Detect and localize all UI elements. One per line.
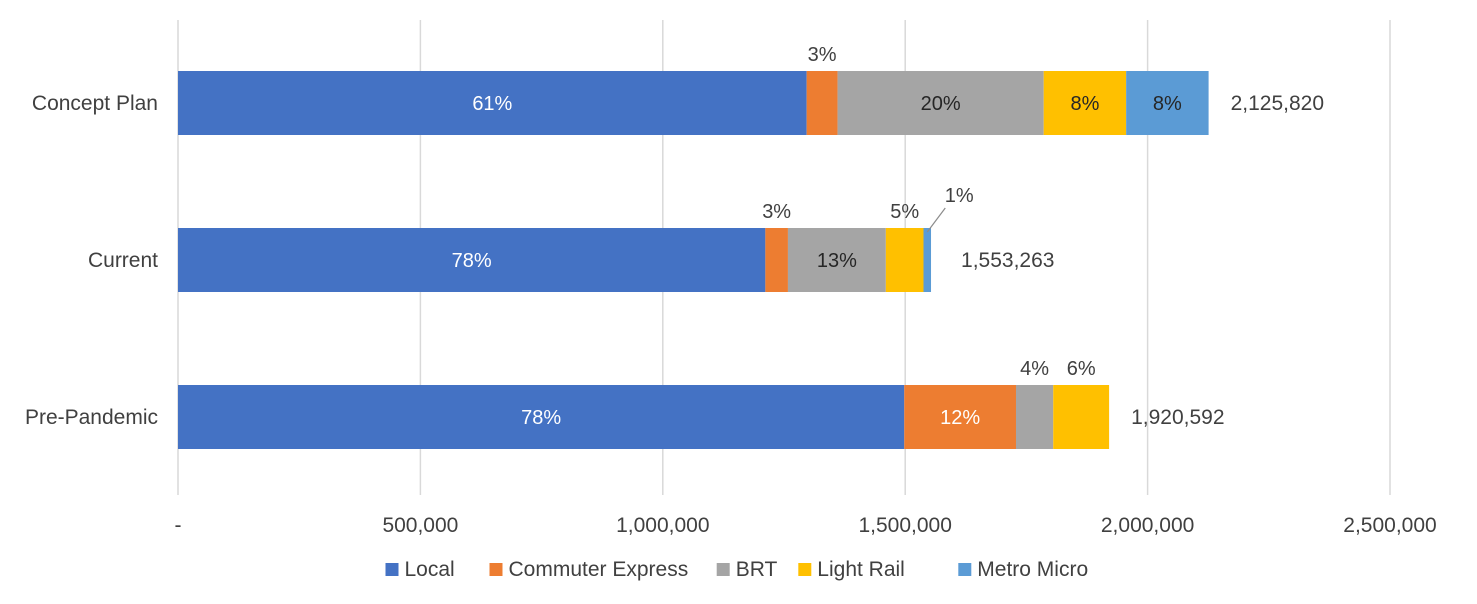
legend-swatch [716, 563, 730, 576]
legend-item-local: Local [385, 558, 455, 581]
legend-swatch [798, 563, 812, 576]
legend-label: Light Rail [817, 558, 905, 581]
category-label-current: Current [88, 249, 158, 272]
x-tick-label: 2,500,000 [1343, 514, 1436, 537]
data-label-local-concept-plan: 61% [472, 93, 512, 115]
bar-light-rail-pre-pandemic [1053, 385, 1110, 449]
bar-brt-concept-plan [837, 71, 1044, 135]
legend-label: Metro Micro [977, 558, 1088, 581]
bar-commuter-express-pre-pandemic [904, 385, 1016, 449]
x-tick-label: 1,500,000 [858, 514, 951, 537]
legend-swatch [385, 563, 399, 576]
data-label-light-rail-concept-plan: 8% [1070, 93, 1099, 115]
legend-swatch [958, 563, 972, 576]
x-tick-label: 1,000,000 [616, 514, 709, 537]
x-tick-label: - [175, 514, 182, 537]
value-axis: - 500,000 1,000,000 1,500,000 2,000,000 2,500… [175, 514, 1437, 537]
data-label-brt-pre-pandemic: 4% [1020, 358, 1049, 380]
category-axis: Concept Plan Current Pre-Pandemic [25, 92, 158, 429]
x-tick-label: 2,000,000 [1101, 514, 1194, 537]
data-label-commuter-express-pre-pandemic: 12% [940, 407, 980, 429]
data-label-metro-micro-concept-plan: 8% [1153, 93, 1182, 115]
bars [178, 71, 1209, 449]
bar-commuter-express-concept-plan [806, 71, 838, 135]
total-label-concept-plan: 2,125,820 [1231, 92, 1324, 115]
legend-item-metro-micro: Metro Micro [958, 558, 1088, 581]
bar-brt-current [787, 228, 886, 292]
bar-local-pre-pandemic [178, 385, 905, 449]
legend-item-commuter-express: Commuter Express [489, 558, 689, 581]
legend-item-brt: BRT [716, 558, 778, 581]
legend: Local Commuter Express BRT Light Rail Metro … [385, 558, 1088, 581]
bar-light-rail-concept-plan [1043, 71, 1127, 135]
legend-label: BRT [736, 558, 778, 581]
data-labels: 61% 3% 20% 8% 8% 2,125,820 78% 3% 13% 5% 1% 1,553,2… [452, 44, 1324, 429]
bar-commuter-express-current [765, 228, 788, 292]
x-tick-label: 500,000 [382, 514, 458, 537]
data-label-light-rail-current: 5% [890, 201, 919, 223]
category-label-pre-pandemic: Pre-Pandemic [25, 406, 158, 429]
data-label-commuter-express-current: 3% [762, 201, 791, 223]
legend-swatch [489, 563, 503, 576]
bar-metro-micro-concept-plan [1126, 71, 1209, 135]
data-label-local-current: 78% [452, 250, 492, 272]
data-label-brt-current: 13% [817, 250, 857, 272]
total-label-pre-pandemic: 1,920,592 [1131, 406, 1224, 429]
legend-item-light-rail: Light Rail [798, 558, 905, 581]
data-label-commuter-express-concept-plan: 3% [808, 44, 837, 66]
category-label-concept-plan: Concept Plan [32, 92, 158, 115]
data-label-metro-micro-current: 1% [945, 185, 974, 207]
leader-line [926, 207, 946, 233]
total-label-current: 1,553,263 [961, 249, 1054, 272]
bar-light-rail-current [885, 228, 924, 292]
legend-label: Commuter Express [509, 558, 689, 581]
data-label-local-pre-pandemic: 78% [521, 407, 561, 429]
data-label-brt-concept-plan: 20% [921, 93, 961, 115]
bar-metro-micro-current [923, 228, 932, 292]
legend-label: Local [405, 558, 455, 581]
bar-local-concept-plan [178, 71, 807, 135]
data-label-light-rail-pre-pandemic: 6% [1067, 358, 1096, 380]
bar-brt-pre-pandemic [1015, 385, 1054, 449]
bar-local-current [178, 228, 766, 292]
